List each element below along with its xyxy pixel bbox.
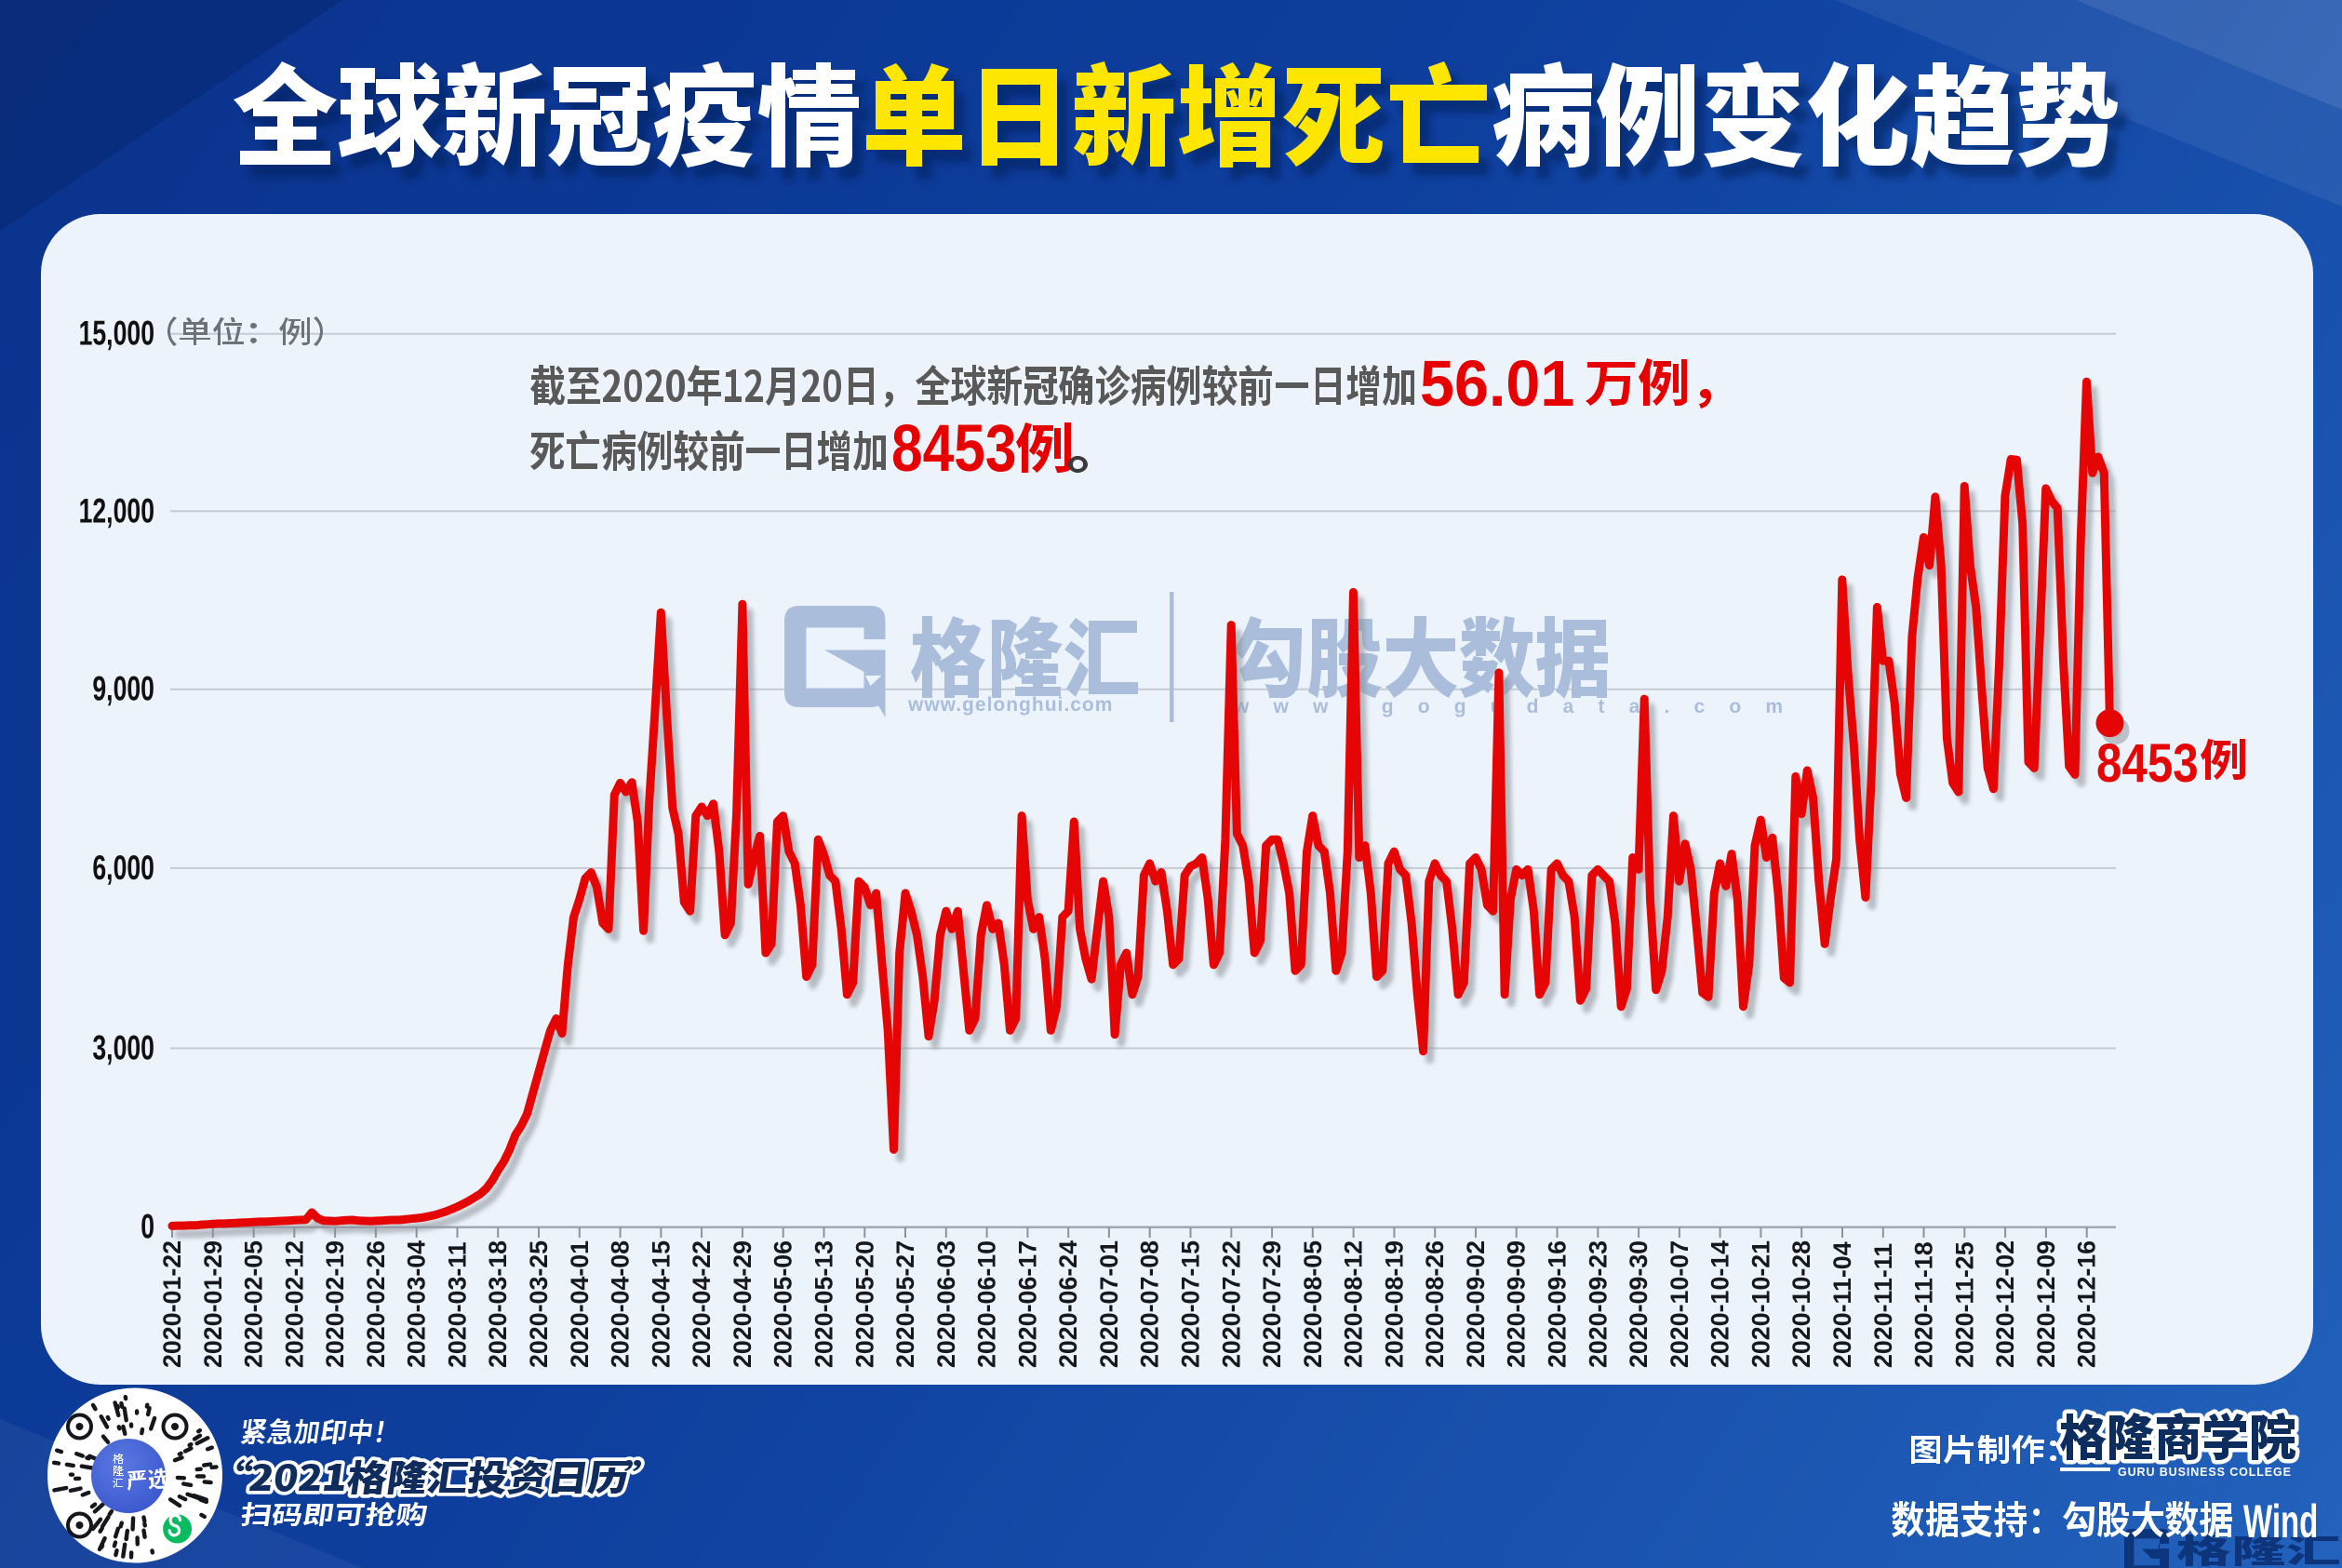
svg-text:15,000: 15,000 <box>79 314 154 352</box>
svg-text:2020-01-29: 2020-01-29 <box>199 1240 227 1368</box>
svg-text:2020-02-26: 2020-02-26 <box>362 1240 390 1368</box>
svg-text:6,000: 6,000 <box>92 849 154 887</box>
svg-text:2020-03-04: 2020-03-04 <box>403 1240 431 1368</box>
svg-text:2020-10-14: 2020-10-14 <box>1706 1240 1734 1368</box>
svg-text:2020-12-16: 2020-12-16 <box>2073 1240 2101 1368</box>
svg-text:2020-02-19: 2020-02-19 <box>321 1240 349 1368</box>
svg-text:2020-12-02: 2020-12-02 <box>1991 1240 2019 1368</box>
svg-text:2020-05-13: 2020-05-13 <box>810 1240 838 1368</box>
svg-text:2020-06-24: 2020-06-24 <box>1054 1240 1082 1368</box>
svg-text:2020-08-26: 2020-08-26 <box>1421 1240 1449 1368</box>
svg-text:2020-07-15: 2020-07-15 <box>1177 1240 1205 1368</box>
svg-text:2020-06-17: 2020-06-17 <box>1013 1240 1041 1368</box>
svg-text:2020-07-22: 2020-07-22 <box>1217 1240 1245 1368</box>
svg-text:2020-02-12: 2020-02-12 <box>280 1240 308 1368</box>
svg-text:56.01: 56.01 <box>1420 347 1574 420</box>
svg-text:www.gelonghui.com: www.gelonghui.com <box>907 694 1113 716</box>
svg-text:2020-03-18: 2020-03-18 <box>484 1240 512 1368</box>
svg-text:2020-10-07: 2020-10-07 <box>1666 1240 1693 1368</box>
svg-text:2020-11-25: 2020-11-25 <box>1950 1241 1978 1368</box>
svg-text:2020-05-27: 2020-05-27 <box>891 1240 919 1368</box>
svg-text:2020-01-22: 2020-01-22 <box>158 1240 186 1368</box>
svg-text:2020-04-22: 2020-04-22 <box>688 1240 716 1368</box>
svg-text:2020-03-11: 2020-03-11 <box>444 1241 472 1368</box>
svg-text:2020-10-28: 2020-10-28 <box>1787 1240 1815 1368</box>
svg-text:2020-04-15: 2020-04-15 <box>647 1240 675 1368</box>
svg-text:2020-08-05: 2020-08-05 <box>1299 1240 1327 1368</box>
svg-text:2020-09-02: 2020-09-02 <box>1462 1240 1490 1368</box>
svg-text:2020-04-29: 2020-04-29 <box>729 1240 756 1368</box>
svg-text:Wind: Wind <box>2243 1495 2318 1547</box>
svg-text:2020-02-05: 2020-02-05 <box>240 1240 268 1368</box>
svg-text:2020-09-09: 2020-09-09 <box>1503 1240 1531 1368</box>
svg-text:2020-08-12: 2020-08-12 <box>1340 1240 1368 1368</box>
svg-text:3,000: 3,000 <box>92 1028 154 1066</box>
svg-text:2020-07-01: 2020-07-01 <box>1095 1240 1123 1368</box>
svg-text:GURU BUSINESS COLLEGE: GURU BUSINESS COLLEGE <box>2118 1466 2291 1479</box>
svg-text:2020-11-11: 2020-11-11 <box>1869 1243 1897 1368</box>
svg-text:2020-10-21: 2020-10-21 <box>1746 1240 1774 1368</box>
svg-text:2020-07-29: 2020-07-29 <box>1258 1240 1286 1368</box>
svg-text:2020-05-06: 2020-05-06 <box>770 1240 797 1368</box>
svg-text:8453: 8453 <box>891 410 1017 485</box>
svg-text:2020-12-09: 2020-12-09 <box>2032 1240 2060 1368</box>
svg-text:2020-06-03: 2020-06-03 <box>932 1240 960 1368</box>
svg-text:2020-09-30: 2020-09-30 <box>1625 1240 1653 1368</box>
svg-text:2020-04-08: 2020-04-08 <box>607 1240 635 1368</box>
svg-text:2020-11-04: 2020-11-04 <box>1828 1241 1856 1368</box>
svg-text:2020-08-19: 2020-08-19 <box>1380 1240 1408 1368</box>
svg-text:2020-06-10: 2020-06-10 <box>973 1240 1001 1368</box>
svg-text:2020-11-18: 2020-11-18 <box>1910 1241 1938 1368</box>
svg-text:2020-03-25: 2020-03-25 <box>525 1240 553 1368</box>
svg-text:2020-04-01: 2020-04-01 <box>566 1240 594 1368</box>
svg-text:2020-09-23: 2020-09-23 <box>1584 1240 1612 1368</box>
svg-text:12,000: 12,000 <box>79 491 154 529</box>
svg-text:8453: 8453 <box>2096 733 2199 794</box>
svg-text:0: 0 <box>141 1207 154 1245</box>
svg-text:2020-07-08: 2020-07-08 <box>1136 1240 1164 1368</box>
svg-text:2020-05-20: 2020-05-20 <box>850 1240 878 1368</box>
svg-text:9,000: 9,000 <box>92 669 154 707</box>
svg-text:2020-09-16: 2020-09-16 <box>1544 1240 1572 1368</box>
